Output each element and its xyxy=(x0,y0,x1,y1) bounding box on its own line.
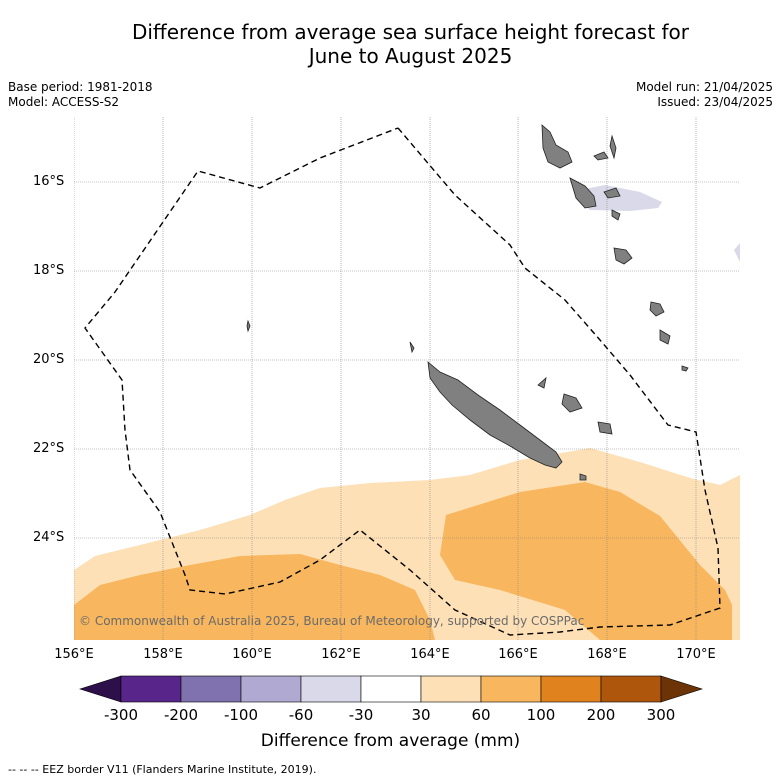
lon-label-156e: 156°E xyxy=(54,647,94,662)
new-caledonia xyxy=(427,361,563,469)
colorbar-extend-high xyxy=(660,675,703,703)
colorbar-cell xyxy=(300,675,362,703)
colorbar-tick: -100 xyxy=(223,706,259,724)
base-period-text: Base period: 1981-2018 xyxy=(8,80,153,94)
island-ambae xyxy=(593,151,609,161)
lon-label-162e: 162°E xyxy=(321,647,361,662)
island-aneityum xyxy=(659,329,671,345)
copyright-text: © Commonwealth of Australia 2025, Bureau… xyxy=(79,614,585,628)
colorbar-tick: 30 xyxy=(411,706,431,724)
lat-label-18s: 18°S xyxy=(33,263,65,278)
island-belep xyxy=(409,341,415,354)
island-chesterfield xyxy=(246,319,251,333)
island-mare xyxy=(561,393,583,413)
lon-label-160e: 160°E xyxy=(232,647,272,662)
title-line-2: June to August 2025 xyxy=(308,44,513,68)
island-ambrym xyxy=(603,187,621,199)
colorbar-cell xyxy=(480,675,542,703)
anomaly-region-60-100-west xyxy=(74,554,435,640)
efate xyxy=(613,247,633,265)
colorbar-cell xyxy=(420,675,482,703)
colorbar-tick: 60 xyxy=(471,706,491,724)
anomaly-region-negative-edge xyxy=(734,243,740,262)
gridlines xyxy=(74,117,740,640)
lat-label-24s: 24°S xyxy=(33,530,65,545)
map-layers xyxy=(74,117,740,640)
anomaly-region-negative xyxy=(578,185,662,211)
colorbar-cell xyxy=(360,675,422,703)
colorbar-cell xyxy=(180,675,242,703)
colorbar-title: Difference from average (mm) xyxy=(260,731,521,751)
colorbar xyxy=(79,675,703,703)
issued-text: Issued: 23/04/2025 xyxy=(657,95,773,109)
model-run-text: Model run: 21/04/2025 xyxy=(635,80,773,94)
lon-label-158e: 158°E xyxy=(143,647,183,662)
colorbar-tick: 200 xyxy=(586,706,616,724)
colorbar-cell xyxy=(540,675,602,703)
colorbar-cells xyxy=(120,675,662,703)
island-isle-of-pines xyxy=(579,473,587,481)
espiritu-santo xyxy=(541,124,573,169)
colorbar-tick: -300 xyxy=(103,706,139,724)
colorbar-tick: -30 xyxy=(348,706,374,724)
island-epi xyxy=(611,209,621,221)
land-masses xyxy=(246,124,689,481)
lon-label-168e: 168°E xyxy=(587,647,627,662)
map-title: Difference from average sea surface heig… xyxy=(40,20,781,68)
malekula xyxy=(569,177,597,209)
model-text: Model: ACCESS-S2 xyxy=(8,95,120,109)
left-meta: Base period: 1981-2018 Model: ACCESS-S2 xyxy=(8,80,153,110)
island-ouvea xyxy=(537,376,547,389)
eez-footnote: -- -- -- EEZ border V11 (Flanders Marine… xyxy=(8,763,317,776)
colorbar-tick: 300 xyxy=(646,706,676,724)
colorbar-cell xyxy=(600,675,662,703)
colorbar-tick: 100 xyxy=(526,706,556,724)
title-line-1: Difference from average sea surface heig… xyxy=(131,20,690,44)
colorbar-extend-low xyxy=(79,675,122,703)
lon-label-164e: 164°E xyxy=(410,647,450,662)
anomaly-region-60-100-east xyxy=(440,482,732,640)
right-meta: Model run: 21/04/2025 Issued: 23/04/2025 xyxy=(636,80,773,110)
eez-border xyxy=(84,127,721,636)
lat-label-16s: 16°S xyxy=(33,174,65,189)
island-lifou xyxy=(597,421,613,435)
island-tanna xyxy=(649,301,665,317)
island-walpole xyxy=(681,365,689,372)
colorbar-cell xyxy=(240,675,302,703)
island-pentecost xyxy=(609,134,617,160)
lat-label-22s: 22°S xyxy=(33,441,65,456)
lat-label-20s: 20°S xyxy=(33,352,65,367)
lon-label-166e: 166°E xyxy=(498,647,538,662)
colorbar-cell xyxy=(120,675,182,703)
colorbar-tick: -200 xyxy=(163,706,199,724)
lon-label-170e: 170°E xyxy=(676,647,716,662)
colorbar-tick: -60 xyxy=(288,706,314,724)
